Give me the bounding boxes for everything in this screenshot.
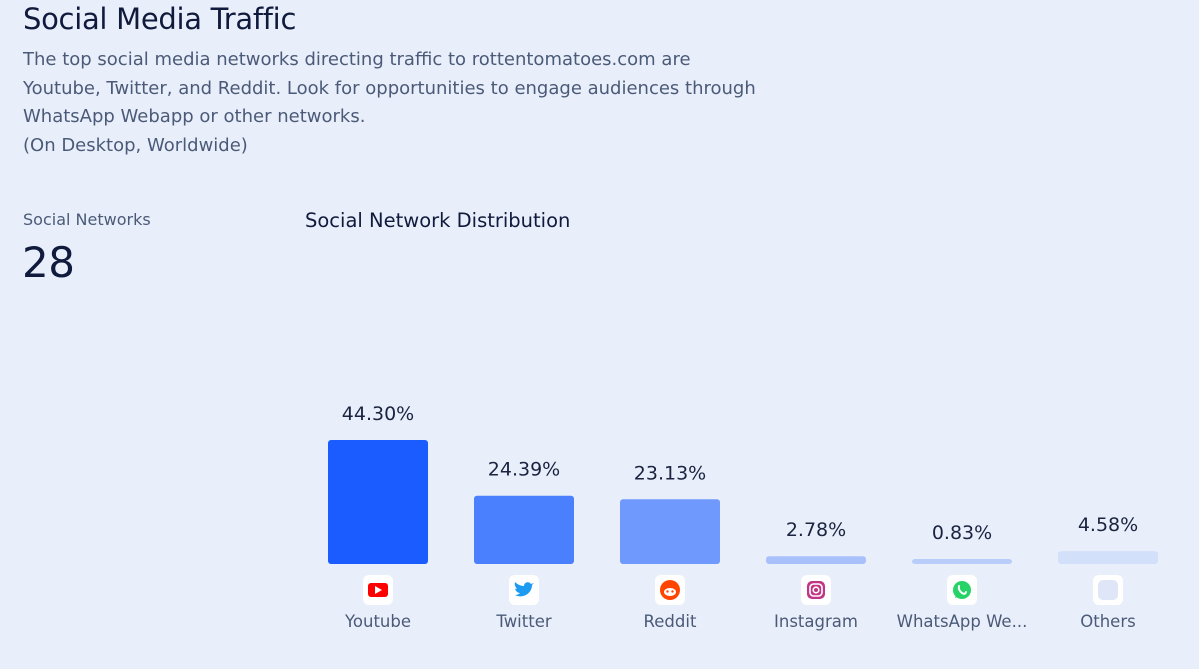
whatsapp-tail [955, 593, 960, 598]
reddit-face [664, 588, 676, 596]
page-title: Social Media Traffic [23, 2, 297, 36]
instagram-frame [809, 583, 823, 597]
instagram-square [807, 581, 825, 599]
bar-value-label: 24.39% [488, 459, 560, 481]
whatsapp-icon [947, 575, 977, 605]
twitter-icon [509, 575, 539, 605]
reddit-eye [671, 590, 674, 593]
category-label: Reddit [644, 612, 697, 631]
youtube-play-shape [375, 586, 382, 594]
social-networks-count: 28 [22, 238, 75, 287]
category-label: WhatsApp We... [897, 612, 1028, 631]
instagram-icon [801, 575, 831, 605]
category-label: Others [1080, 612, 1135, 631]
chart-title: Social Network Distribution [305, 209, 571, 232]
others-icon [1093, 575, 1123, 605]
youtube-icon [363, 575, 393, 605]
social-networks-label: Social Networks [23, 210, 151, 229]
bar-twitter[interactable] [474, 495, 574, 564]
others-square [1098, 580, 1118, 600]
bar-value-label: 2.78% [786, 519, 846, 541]
twitter-bird-shape [514, 582, 534, 597]
bar-value-label: 0.83% [932, 522, 992, 544]
bar-value-label: 4.58% [1078, 514, 1138, 536]
description-line: WhatsApp Webapp or other networks. [23, 106, 366, 127]
description-line: The top social media networks directing … [23, 49, 691, 70]
whatsapp-handset [957, 585, 967, 595]
bar-youtube[interactable] [328, 440, 428, 564]
reddit-icon [655, 575, 685, 605]
category-label: Youtube [344, 612, 411, 631]
category-label: Twitter [495, 612, 552, 631]
reddit-eye [666, 590, 669, 593]
description-line: Youtube, Twitter, and Reddit. Look for o… [23, 77, 756, 99]
bar-value-label: 23.13% [634, 462, 706, 484]
bar-value-label: 44.30% [342, 403, 414, 425]
bar-reddit[interactable] [620, 499, 720, 564]
bar-whatsapp-we[interactable] [912, 559, 1012, 564]
instagram-lens [812, 586, 820, 594]
description-line: (On Desktop, Worldwide) [23, 134, 248, 156]
category-label: Instagram [774, 612, 858, 631]
description: The top social media networks directing … [23, 46, 823, 160]
bar-instagram[interactable] [766, 556, 866, 564]
bar-others[interactable] [1058, 551, 1158, 564]
